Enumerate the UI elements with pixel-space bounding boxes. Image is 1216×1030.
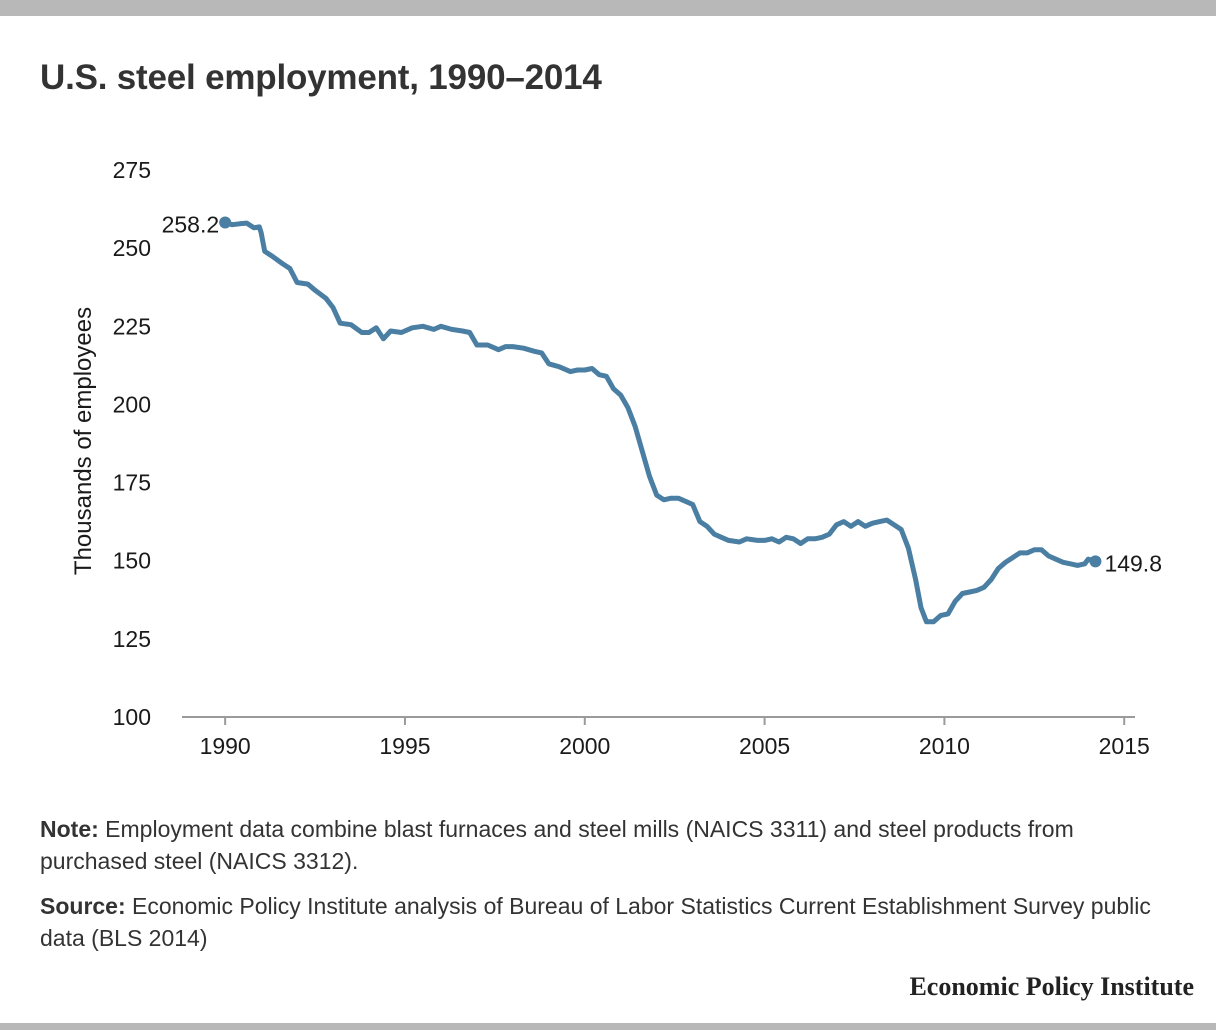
y-tick-label: 100 [113,704,151,730]
y-tick-label: 200 [113,391,151,417]
note-label: Note: [40,816,99,842]
source-text: Source: Economic Policy Institute analys… [40,890,1180,954]
x-tick-label: 2000 [559,733,610,759]
start-point-marker [219,216,232,229]
x-tick-label: 2010 [919,733,970,759]
x-tick-label: 2005 [739,733,790,759]
line-chart: 100 125 150 175 200 225 250 275 Thousands of em… [70,157,1162,759]
bottom-border-bar [0,1023,1216,1030]
series-line-steel-employment [222,220,1098,625]
note-body: Employment data combine blast furnaces a… [40,816,1074,874]
x-tick-label: 1995 [379,733,430,759]
end-value-label: 149.8 [1104,550,1162,576]
y-tick-label: 150 [113,548,151,574]
y-tick-label: 125 [113,626,151,652]
source-body: Economic Policy Institute analysis of Bu… [40,893,1151,951]
chart-title: U.S. steel employment, 1990–2014 [40,58,602,97]
y-tick-label: 175 [113,470,151,496]
source-label: Source: [40,893,126,919]
y-tick-label: 225 [113,313,151,339]
top-border-bar [0,0,1216,16]
brand-wordmark: Economic Policy Institute [909,972,1194,1001]
x-tick-label: 1990 [200,733,251,759]
start-value-label: 258.2 [162,212,220,238]
y-tick-label: 275 [113,157,151,183]
x-axis-ticks: 1990 1995 2000 2005 2010 2015 [200,717,1150,759]
x-tick-label: 2015 [1099,733,1150,759]
y-axis-title: Thousands of employees [70,307,97,575]
y-axis-ticks: 100 125 150 175 200 225 250 275 [113,157,151,730]
note-text: Note: Employment data combine blast furn… [40,813,1180,877]
end-point-marker [1089,555,1102,568]
y-tick-label: 250 [113,235,151,261]
